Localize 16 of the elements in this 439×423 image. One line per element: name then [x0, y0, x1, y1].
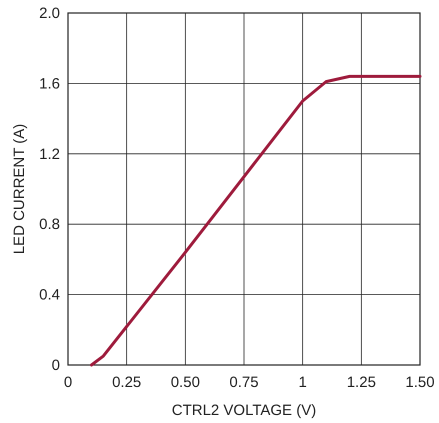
x-tick-label: 1.25: [346, 374, 376, 391]
x-tick-label: 0.25: [112, 374, 142, 391]
y-tick-label: 1.2: [39, 146, 60, 163]
y-tick-label: 1.6: [39, 75, 60, 92]
x-tick-label: 1: [298, 374, 307, 391]
x-tick-label: 0.75: [229, 374, 259, 391]
y-tick-label: 0: [52, 357, 60, 374]
y-tick-label: 0.4: [39, 286, 60, 304]
x-tick-label: 0: [64, 374, 72, 391]
y-axis-title: LED CURRENT (A): [11, 124, 28, 254]
x-tick-label: 0.50: [170, 374, 200, 391]
x-axis-title: CTRL2 VOLTAGE (V): [172, 402, 316, 419]
line-series: [90, 74, 422, 366]
y-tick-label: 0.8: [39, 216, 60, 234]
x-tick-label: 1.50: [405, 374, 435, 391]
y-tick-label: 2.0: [39, 5, 60, 22]
